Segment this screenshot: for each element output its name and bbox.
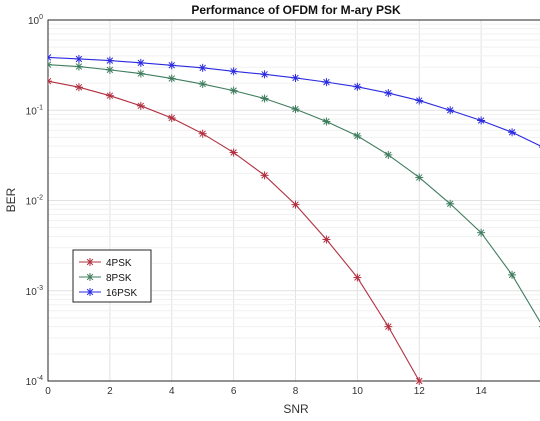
y-tick-label: 100 [28,14,43,27]
data-point [384,322,393,331]
legend-box [72,249,152,303]
data-point [198,129,207,138]
data-point [74,62,83,71]
series-layer [48,53,540,385]
y-axis-label: BER [4,187,18,212]
series-4psk [48,77,424,385]
legend: 4PSK 8PSK 16PSK [72,249,152,303]
chart-title: Performance of OFDM for M-ary PSK [191,3,401,17]
data-point [291,200,300,209]
data-point [353,131,362,140]
data-point [322,78,331,87]
data-point [86,288,94,296]
data-point [136,101,145,110]
data-point [260,94,269,103]
x-tick-label: 10 [352,386,364,397]
data-point [415,96,424,105]
y-tick-base: 10 [26,106,38,117]
x-tick-label: 2 [107,386,113,397]
legend-label: 8PSK [106,273,132,284]
data-point [415,173,424,182]
data-point [291,73,300,82]
data-point [198,80,207,89]
data-point [167,61,176,70]
y-tick-exponent: -1 [37,104,43,111]
data-point [291,105,300,114]
data-point [260,70,269,79]
legend-label: 4PSK [106,258,132,269]
data-point [508,128,517,137]
y-tick-label: 10-3 [26,285,43,298]
x-tick-label: 12 [414,386,426,397]
y-tick-label: 10-2 [26,195,43,208]
data-point [322,117,331,126]
x-tick-label: 4 [169,386,175,397]
data-point [105,91,114,100]
data-point [74,83,83,92]
data-point [48,53,52,62]
legend-entry: 8PSK [79,273,132,284]
data-point [198,63,207,72]
y-tick-base: 10 [28,16,40,27]
legend-label: 16PSK [106,288,137,299]
data-point [167,74,176,83]
data-point [229,86,238,95]
data-point [322,235,331,244]
data-point [508,270,517,279]
x-axis-label: SNR [283,402,309,416]
series-8psk [48,60,540,330]
y-tick-base: 10 [26,287,38,298]
y-tick-exponent: -2 [37,195,43,202]
data-point [353,82,362,91]
y-tick-base: 10 [26,197,38,208]
tick-layer: 02468101214110010-110-210-310-4 [26,14,488,397]
data-point [136,58,145,67]
plot-frame [47,19,540,382]
data-point [167,114,176,123]
legend-entry: 4PSK [79,258,132,269]
data-point [384,89,393,98]
y-tick-base: 10 [26,377,38,388]
y-tick-exponent: -3 [37,285,43,292]
data-point [260,171,269,180]
data-point [86,273,94,281]
legend-entry: 16PSK [79,288,137,299]
y-tick-label: 10-1 [26,104,43,117]
data-point [48,60,52,69]
data-point [229,148,238,157]
x-tick-label: 0 [45,386,51,397]
data-point [353,273,362,282]
data-point [384,150,393,159]
data-point [74,54,83,63]
data-point [48,77,52,86]
data-point [446,106,455,115]
data-point [415,377,424,385]
x-tick-label: 8 [293,386,299,397]
data-point [86,258,94,266]
series-16psk [48,53,540,150]
data-point [477,116,486,125]
y-tick-exponent: 0 [39,14,43,21]
data-point [105,56,114,65]
data-point [229,67,238,76]
data-point [446,199,455,208]
y-tick-label: 10-4 [26,375,43,388]
data-point [105,65,114,74]
y-tick-exponent: -4 [37,375,43,382]
x-tick-label: 14 [476,386,488,397]
x-tick-label: 6 [231,386,237,397]
data-point [477,228,486,237]
data-point [136,69,145,78]
